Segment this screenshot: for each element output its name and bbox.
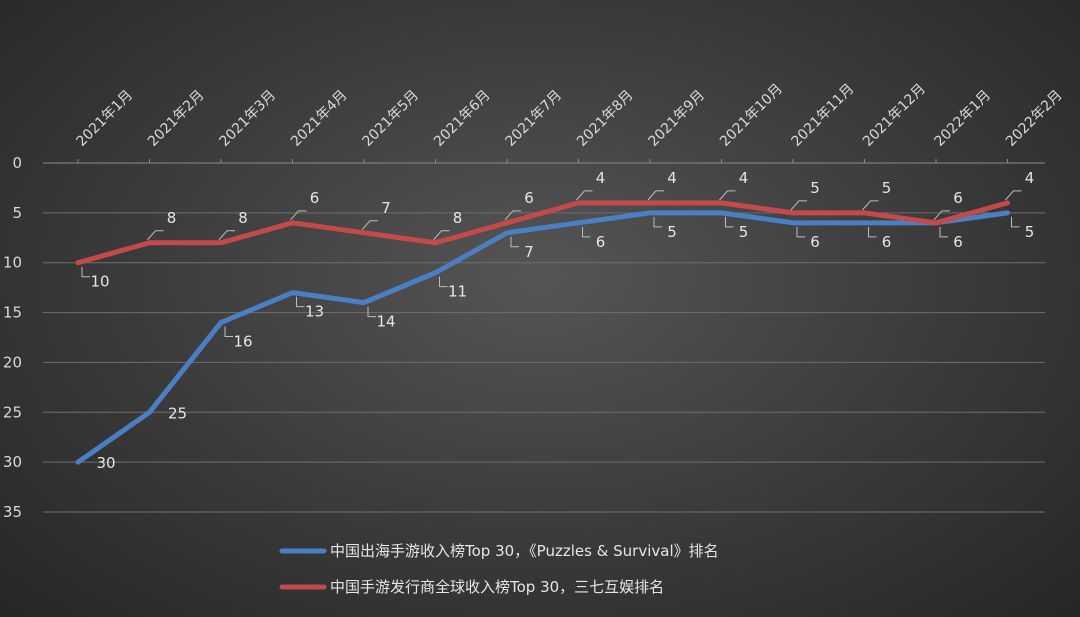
data-label-leader: [296, 296, 305, 308]
y-tick-label: 0: [12, 154, 22, 172]
data-label: 7: [381, 199, 391, 217]
data-label-leader: [790, 200, 807, 211]
data-labels: 30 25 16 13 14 11 7 6 5 5 6 6 6 5 10 8 8 6 7 8 6 4 4 4 5 5 6 4: [90, 169, 1034, 472]
data-label-leader: [510, 236, 519, 248]
data-label: 5: [882, 179, 892, 197]
data-label: 6: [810, 233, 820, 251]
data-label-leader: [647, 190, 664, 201]
x-tick-label: 2021年10月: [717, 81, 786, 150]
data-label: 6: [310, 189, 320, 207]
data-label-leader: [290, 210, 307, 221]
data-label: 16: [233, 333, 252, 351]
y-axis: 0 5 10 15 20 25 30 35: [3, 154, 22, 521]
data-label-leader: [933, 210, 950, 221]
data-label-leader: [218, 230, 235, 241]
x-axis: 2021年1月 2021年2月 2021年3月 2021年4月 2021年5月 2021年…: [74, 81, 1066, 163]
legend-label: 中国出海手游收入榜Top 30，《Puzzles & Survival》排名: [330, 542, 719, 560]
y-tick-label: 15: [3, 304, 22, 322]
data-label-leader: [224, 326, 233, 338]
x-tick-label: 2022年2月: [1003, 87, 1066, 150]
series-line-2: [75, 200, 1010, 266]
data-label-leader: [367, 306, 376, 318]
data-label: 6: [882, 233, 892, 251]
data-label: 8: [238, 209, 248, 227]
x-tick-label: 2021年1月: [74, 87, 137, 150]
x-tick-label: 2021年8月: [574, 87, 637, 150]
data-label: 10: [90, 273, 109, 291]
data-label-leader: [361, 220, 378, 231]
data-label: 25: [168, 404, 187, 422]
data-label-leader: [1005, 190, 1022, 201]
data-label: 4: [1025, 169, 1035, 187]
series-line-1: [75, 210, 1010, 465]
data-label-leader: [576, 190, 593, 201]
data-label-leader: [719, 190, 736, 201]
data-label: 11: [448, 283, 467, 301]
y-tick-label: 5: [12, 204, 22, 222]
x-tick-label: 2021年2月: [145, 87, 208, 150]
data-label: 4: [667, 169, 677, 187]
data-label: 5: [810, 179, 820, 197]
data-label: 6: [524, 189, 534, 207]
data-label-leader: [868, 226, 877, 238]
y-tick-label: 20: [3, 353, 22, 371]
legend: 中国出海手游收入榜Top 30，《Puzzles & Survival》排名中国…: [279, 542, 719, 596]
data-label-leader: [433, 230, 450, 241]
series-lines: [75, 200, 1010, 465]
data-label: 7: [524, 243, 534, 261]
x-tick-label: 2021年7月: [503, 87, 566, 150]
gridlines: [43, 162, 1045, 513]
y-tick-label: 10: [3, 254, 22, 272]
data-label: 4: [739, 169, 749, 187]
x-tick-label: 2021年12月: [860, 81, 929, 150]
x-tick-label: 2021年4月: [288, 87, 351, 150]
data-label: 4: [596, 169, 606, 187]
data-label-leader: [582, 226, 591, 238]
data-label: 6: [953, 233, 963, 251]
data-label-leader: [81, 266, 90, 278]
x-tick-label: 2021年6月: [431, 87, 494, 150]
data-label: 5: [739, 223, 749, 241]
data-label: 5: [1025, 223, 1035, 241]
data-label: 5: [667, 223, 677, 241]
x-tick-label: 2022年1月: [932, 87, 995, 150]
data-label-leader: [725, 216, 734, 228]
data-label-leader: [796, 226, 805, 238]
data-label-leader: [653, 216, 662, 228]
y-tick-label: 25: [3, 403, 22, 421]
data-label: 8: [453, 209, 463, 227]
data-label: 14: [376, 313, 395, 331]
data-label-leader: [939, 226, 948, 238]
y-tick-label: 30: [3, 453, 22, 471]
x-tick-label: 2021年3月: [217, 87, 280, 150]
data-label-leader: [1011, 216, 1020, 228]
data-label: 13: [305, 303, 324, 321]
legend-label: 中国手游发行商全球收入榜Top 30，三七互娱排名: [330, 578, 664, 596]
x-tick-label: 2021年5月: [360, 87, 423, 150]
data-label: 8: [167, 209, 177, 227]
data-label-leader: [504, 210, 521, 221]
x-tick-label: 2021年11月: [789, 81, 858, 150]
data-label-leader: [439, 276, 448, 288]
data-label: 6: [953, 189, 963, 207]
data-label-leader: [862, 200, 879, 211]
data-label: 30: [96, 454, 115, 472]
data-label-leader: [147, 230, 164, 241]
y-tick-label: 35: [3, 503, 22, 521]
x-tick-label: 2021年9月: [646, 87, 709, 150]
data-label: 6: [596, 233, 606, 251]
label-leader-lines: [81, 190, 1022, 338]
